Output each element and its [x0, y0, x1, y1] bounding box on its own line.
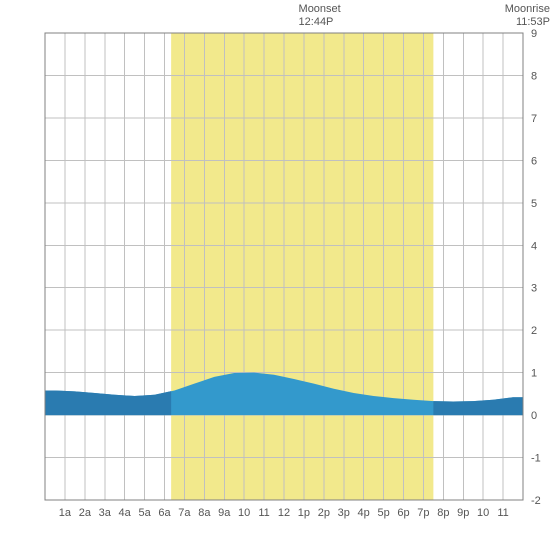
- y-tick-label: 5: [531, 198, 537, 210]
- y-tick-label: 8: [531, 70, 537, 82]
- y-tick-label: -1: [531, 453, 541, 465]
- x-tick-label: 9a: [218, 507, 231, 519]
- y-tick-label: 1: [531, 368, 537, 380]
- y-tick-label: 3: [531, 283, 537, 295]
- x-tick-label: 4a: [119, 507, 132, 519]
- x-tick-label: 5a: [138, 507, 151, 519]
- y-tick-label: 4: [531, 240, 537, 252]
- x-tick-label: 8a: [198, 507, 211, 519]
- x-tick-label: 7a: [178, 507, 191, 519]
- x-tick-label: 6p: [397, 507, 409, 519]
- y-tick-label: 7: [531, 113, 537, 125]
- y-tick-label: 6: [531, 155, 537, 167]
- x-tick-label: 11: [258, 507, 269, 519]
- x-tick-label: 7p: [417, 507, 429, 519]
- tide-chart: Moonset 12:44P Moonrise 11:53P -2-101234…: [0, 0, 550, 550]
- x-tick-label: 3p: [338, 507, 350, 519]
- daylight-band: [171, 33, 433, 500]
- x-tick-label: 1p: [298, 507, 310, 519]
- annotation-moonrise: Moonrise 11:53P: [505, 3, 550, 29]
- x-tick-label: 6a: [158, 507, 171, 519]
- x-tick-label: 4p: [358, 507, 370, 519]
- y-tick-label: -2: [531, 495, 541, 507]
- x-tick-label: 5p: [377, 507, 389, 519]
- x-tick-label: 2p: [318, 507, 330, 519]
- moonset-label: Moonset: [299, 3, 341, 15]
- x-tick-label: 9p: [457, 507, 469, 519]
- x-tick-label: 12: [278, 507, 290, 519]
- x-tick-label: 3a: [99, 507, 112, 519]
- x-tick-label: 1a: [59, 507, 72, 519]
- chart-svg: -2-101234567891a2a3a4a5a6a7a8a9a1011121p…: [0, 0, 550, 550]
- y-tick-label: 2: [531, 325, 537, 337]
- moonrise-time: 11:53P: [516, 16, 550, 28]
- x-tick-label: 8p: [437, 507, 449, 519]
- y-tick-label: 0: [531, 410, 537, 422]
- moonrise-label: Moonrise: [505, 3, 550, 15]
- moonset-time: 12:44P: [299, 16, 334, 28]
- y-tick-label: 9: [531, 28, 537, 40]
- x-tick-label: 10: [477, 507, 489, 519]
- x-tick-label: 2a: [79, 507, 92, 519]
- x-tick-label: 11: [497, 507, 508, 519]
- tide-area-dark-right: [433, 397, 523, 415]
- x-tick-label: 10: [238, 507, 250, 519]
- tide-area-dark-left: [45, 390, 171, 415]
